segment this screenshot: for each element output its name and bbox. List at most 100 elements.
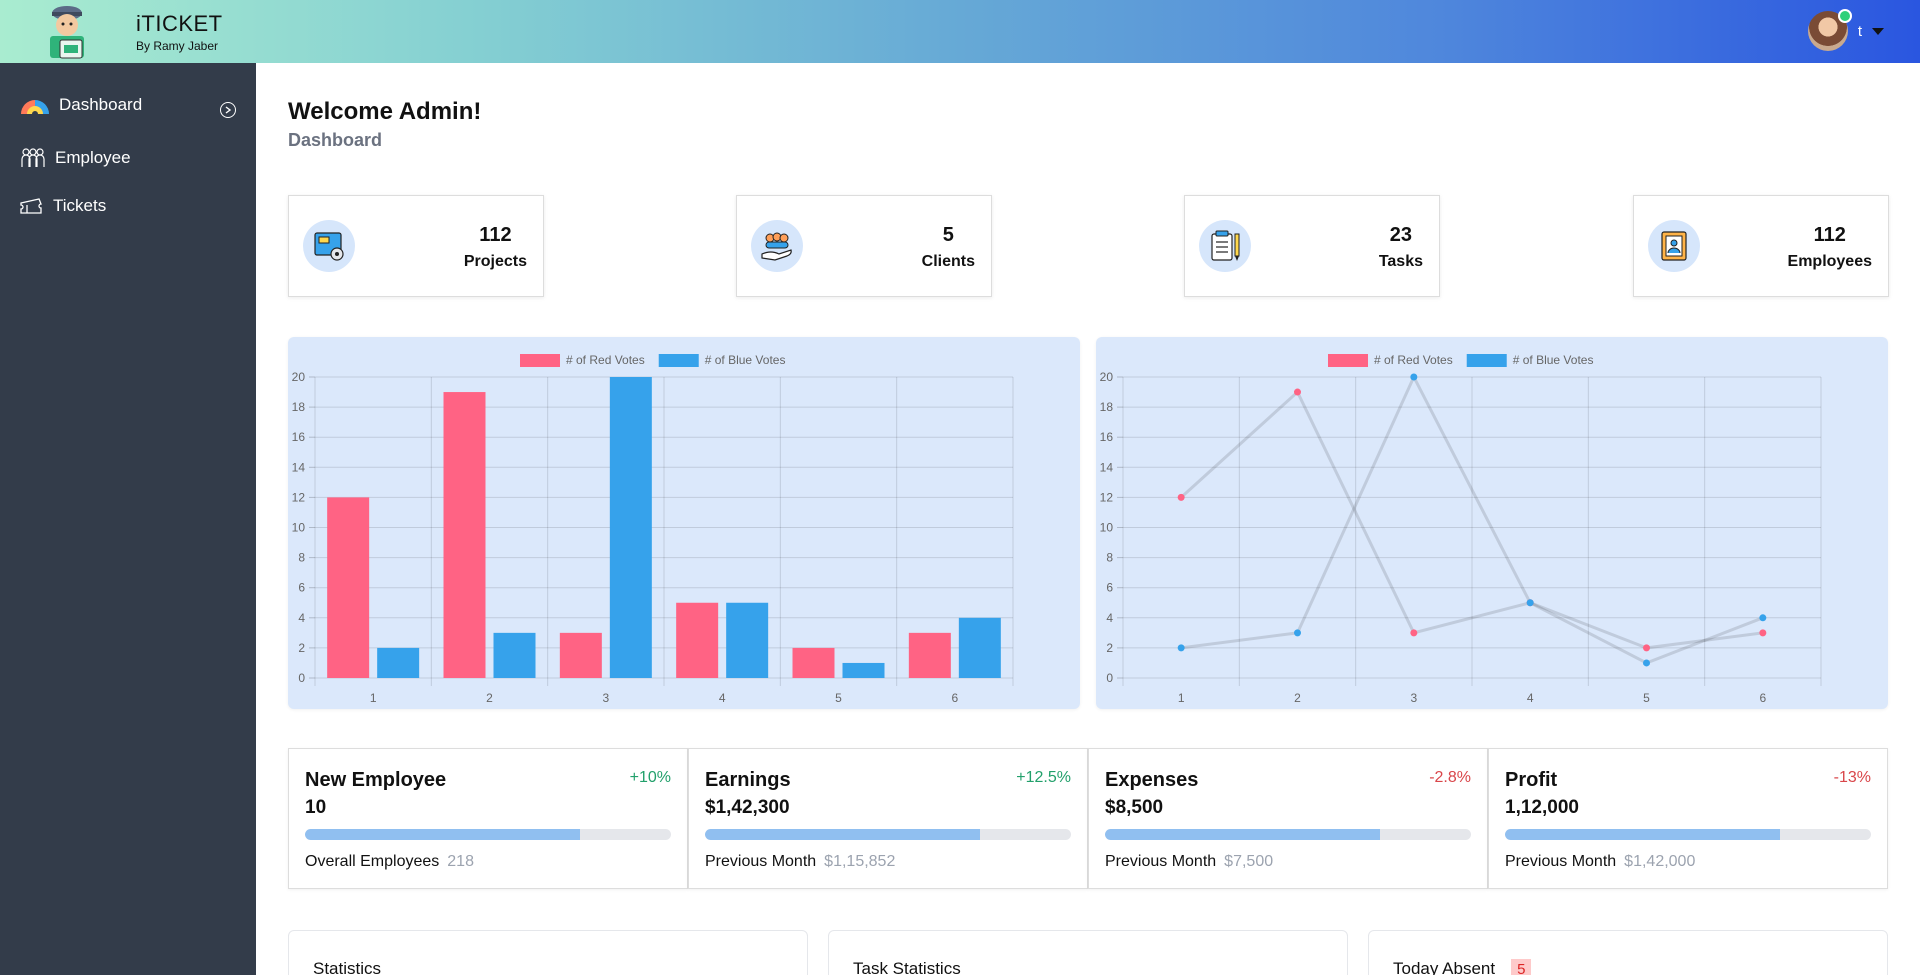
metric-footer: Previous Month $1,15,852 <box>705 853 895 871</box>
user-name[interactable]: t <box>1857 22 1862 40</box>
stat-card-projects[interactable]: 112 Projects <box>288 195 544 297</box>
top-header: iTICKET By Ramy Jaber t <box>0 0 1920 63</box>
today-absent-card: Today Absent 5 <box>1368 930 1888 975</box>
card-title: Today Absent 5 <box>1393 959 1532 975</box>
bar <box>908 632 951 678</box>
x-tick-label: 4 <box>1527 691 1534 705</box>
metric-foot-label: Previous Month <box>1505 853 1617 870</box>
tasks-checklist-icon <box>1199 220 1251 272</box>
stat-label: Clients <box>921 253 975 270</box>
metric-progress-fill <box>305 829 580 840</box>
metric-foot-label: Previous Month <box>1105 853 1217 870</box>
sidebar-item-label: Tickets <box>53 196 107 215</box>
clients-hand-icon <box>751 220 803 272</box>
bar <box>377 647 420 678</box>
metric-value: 10 <box>305 797 327 818</box>
bar <box>609 377 652 678</box>
y-tick-label: 16 <box>1100 430 1114 444</box>
page-title: Welcome Admin! <box>288 98 482 125</box>
stat-card-employees[interactable]: 112 Employees <box>1633 195 1889 297</box>
y-tick-label: 0 <box>1106 671 1113 685</box>
metric-change: -2.8% <box>1429 769 1471 786</box>
metric-foot-value: $7,500 <box>1224 853 1274 870</box>
data-point <box>1294 629 1301 637</box>
sidebar-item-employee[interactable]: Employee <box>19 147 131 169</box>
y-tick-label: 18 <box>292 400 306 414</box>
metric-progress-bar <box>705 829 1071 840</box>
legend-swatch <box>658 354 699 367</box>
task-statistics-card: Task Statistics <box>828 930 1348 975</box>
caret-down-icon[interactable] <box>1872 27 1884 35</box>
dashboard-gauge-icon <box>21 100 49 115</box>
metric-progress-fill <box>1105 829 1380 840</box>
y-tick-label: 4 <box>298 611 305 625</box>
bar <box>792 647 835 678</box>
x-tick-label: 6 <box>1759 691 1766 705</box>
metric-foot-label: Previous Month <box>705 853 817 870</box>
legend-label: # of Blue Votes <box>705 353 786 367</box>
x-tick-label: 5 <box>1643 691 1650 705</box>
metric-change: +12.5% <box>1016 769 1071 786</box>
chevron-right-circle-icon[interactable] <box>220 102 236 118</box>
legend-swatch <box>1328 354 1368 367</box>
metric-foot-value: $1,42,000 <box>1624 853 1696 870</box>
y-tick-label: 14 <box>292 460 306 474</box>
sidebar-item-tickets[interactable]: Tickets <box>19 196 106 216</box>
data-point <box>1643 659 1650 667</box>
x-tick-label: 6 <box>951 691 958 705</box>
stat-value: 112 <box>479 224 512 246</box>
metric-card-new-employee: New Employee +10% 10 Overall Employees 21… <box>288 748 688 889</box>
bar <box>676 602 719 678</box>
metric-footer: Overall Employees 218 <box>305 853 474 871</box>
card-title-text: Today Absent <box>1393 959 1496 975</box>
metric-progress-bar <box>1105 829 1471 840</box>
legend-swatch <box>1466 354 1507 367</box>
stat-value: 23 <box>1389 224 1413 246</box>
x-tick-label: 3 <box>1410 691 1417 705</box>
sidebar-item-dashboard[interactable]: Dashboard <box>19 95 142 115</box>
y-tick-label: 2 <box>298 641 305 655</box>
data-point <box>1294 388 1301 396</box>
stat-card-clients[interactable]: 5 Clients <box>736 195 992 297</box>
employee-contacts-book-icon <box>1648 220 1700 272</box>
y-tick-label: 2 <box>1106 641 1113 655</box>
metric-value: $1,42,300 <box>705 797 790 818</box>
ticket-icon <box>20 198 42 214</box>
app-title: iTICKET <box>136 11 223 36</box>
x-tick-label: 4 <box>719 691 726 705</box>
x-tick-label: 3 <box>602 691 609 705</box>
metric-card-expenses: Expenses -2.8% $8,500 Previous Month $7,5… <box>1088 748 1488 889</box>
y-tick-label: 16 <box>292 430 306 444</box>
app-subtitle: By Ramy Jaber <box>136 39 219 53</box>
app-logo[interactable] <box>38 3 96 61</box>
series-line <box>1180 389 1764 650</box>
y-tick-label: 20 <box>1100 370 1114 384</box>
legend-label: # of Red Votes <box>566 353 645 367</box>
data-point <box>1177 644 1185 652</box>
data-point <box>1759 629 1767 637</box>
metric-title: Expenses <box>1105 769 1199 791</box>
user-avatar[interactable] <box>1807 9 1852 51</box>
y-tick-label: 4 <box>1106 611 1113 625</box>
metric-title: New Employee <box>305 769 447 791</box>
bar <box>559 632 602 678</box>
bar <box>443 392 486 678</box>
metric-card-earnings: Earnings +12.5% $1,42,300 Previous Month… <box>688 748 1088 889</box>
metric-foot-value: 218 <box>447 853 474 870</box>
series-line <box>1180 373 1764 665</box>
stat-card-tasks[interactable]: 23 Tasks <box>1184 195 1440 297</box>
stat-value: 5 <box>942 224 954 246</box>
y-tick-label: 10 <box>1100 521 1114 535</box>
metric-change: -13% <box>1833 769 1871 786</box>
x-tick-label: 1 <box>370 691 377 705</box>
metric-foot-label: Overall Employees <box>305 853 440 870</box>
stat-label: Projects <box>463 253 527 270</box>
user-menu[interactable]: t <box>1807 9 1884 52</box>
y-tick-label: 10 <box>292 521 306 535</box>
stat-label: Employees <box>1787 253 1872 270</box>
bar <box>726 602 769 678</box>
y-tick-label: 0 <box>298 671 305 685</box>
breadcrumb: Dashboard <box>288 130 383 150</box>
